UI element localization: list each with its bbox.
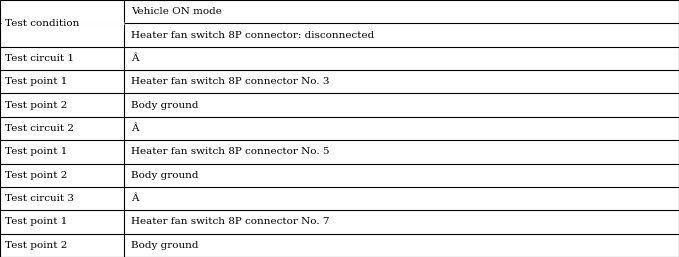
Text: Test point 2: Test point 2 [5,171,68,180]
Text: Test condition: Test condition [5,19,80,28]
Text: Body ground: Body ground [131,171,198,180]
Text: Body ground: Body ground [131,241,198,250]
Text: Test circuit 2: Test circuit 2 [5,124,75,133]
Text: Heater fan switch 8P connector No. 7: Heater fan switch 8P connector No. 7 [131,217,329,226]
Text: Test circuit 3: Test circuit 3 [5,194,75,203]
Text: Heater fan switch 8P connector: disconnected: Heater fan switch 8P connector: disconne… [131,31,374,40]
Text: Body ground: Body ground [131,101,198,110]
Text: Â: Â [131,124,139,133]
Text: Test point 2: Test point 2 [5,241,68,250]
Text: Â: Â [131,54,139,63]
Text: Test point 1: Test point 1 [5,77,68,86]
Text: Test point 2: Test point 2 [5,101,68,110]
Text: Â: Â [131,194,139,203]
Text: Test point 1: Test point 1 [5,147,68,156]
Text: Heater fan switch 8P connector No. 5: Heater fan switch 8P connector No. 5 [131,147,329,156]
Text: Vehicle ON mode: Vehicle ON mode [131,7,222,16]
Text: Test point 1: Test point 1 [5,217,68,226]
Text: Test circuit 1: Test circuit 1 [5,54,75,63]
Text: Heater fan switch 8P connector No. 3: Heater fan switch 8P connector No. 3 [131,77,329,86]
